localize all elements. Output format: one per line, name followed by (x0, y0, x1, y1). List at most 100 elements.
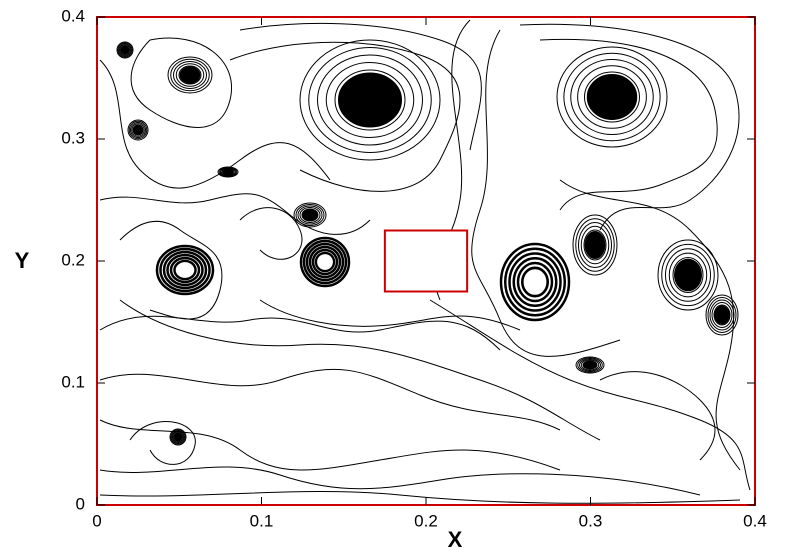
vortex-eye (316, 253, 334, 271)
vortex-ring (308, 245, 342, 279)
vortex-ring (173, 259, 197, 281)
x-tick-label: 0.2 (414, 511, 438, 530)
vortex-ring (499, 242, 571, 322)
streamline (519, 23, 740, 231)
vortex-ring (162, 250, 208, 290)
vortex-ring (317, 54, 423, 146)
y-tick-label: 0.1 (61, 372, 85, 391)
vortex-ring (672, 257, 704, 293)
streamline (539, 38, 718, 211)
vortex-ring (665, 248, 711, 302)
vortex-ring (130, 122, 146, 138)
streamline (99, 466, 701, 496)
y-axis-title: Y (15, 248, 30, 273)
y-tick-label: 0.4 (61, 6, 85, 25)
vortex-core (302, 209, 318, 221)
vortex-ring (118, 43, 132, 57)
vortex-ring (119, 44, 131, 56)
vortex-ring (584, 71, 640, 123)
vortex-core (584, 231, 606, 259)
streamline (239, 22, 482, 151)
vortex-ring (301, 208, 319, 222)
vortex-ring (575, 218, 615, 272)
vortex-ring (311, 248, 339, 276)
vortex-ring (580, 225, 610, 265)
vortex-ring (173, 61, 207, 89)
vortex-ring (155, 244, 215, 296)
streamline (119, 220, 223, 320)
vortex-core (583, 360, 597, 370)
vortex-ring (578, 222, 612, 268)
vortex-ring (299, 39, 441, 161)
vortex-ring (169, 428, 187, 446)
y-tick-label: 0.3 (61, 128, 85, 147)
vortex-ring (713, 304, 731, 326)
vortex-ring (128, 120, 148, 140)
obstacle (383, 229, 469, 293)
y-tick-label: 0 (76, 494, 85, 513)
vortex-ring (512, 257, 558, 307)
x-tick-label: 0.4 (743, 511, 767, 530)
x-axis-title: X (448, 527, 463, 552)
vortex-ring (657, 239, 719, 311)
vortex-core (338, 72, 402, 128)
vortex-core (223, 169, 233, 175)
vortex-ring (516, 261, 554, 303)
vortex-ring (220, 167, 236, 177)
streamline (130, 37, 232, 128)
streamline (99, 193, 371, 235)
streamline (259, 299, 521, 331)
vortex-ring (299, 207, 321, 223)
vortex-ring (308, 47, 432, 153)
x-tick-label: 0.1 (250, 511, 274, 530)
vortex-ring (170, 429, 186, 445)
vortex-core (120, 45, 130, 55)
streamline (99, 490, 741, 504)
vortex-core (179, 66, 201, 84)
vortex-ring (570, 59, 654, 135)
streamline (239, 207, 303, 260)
streamline (599, 371, 716, 461)
vortex-ring (116, 41, 134, 59)
vortex-ring (159, 247, 211, 293)
vortex-core (173, 432, 183, 442)
streamline (99, 419, 561, 471)
vortex-ring (579, 358, 601, 372)
vortex-ring (668, 252, 708, 298)
vortex-ring (166, 253, 204, 287)
vortex-ring (302, 239, 348, 285)
vortex-ring (563, 52, 661, 142)
streamline (559, 179, 741, 471)
vortex-ring (314, 251, 336, 273)
vortex-ring (583, 229, 607, 261)
vortex-core (586, 74, 638, 120)
vortex-ring (572, 214, 618, 276)
streamline (119, 299, 601, 441)
vortex-ring (297, 205, 323, 225)
vortex-ring (127, 119, 149, 141)
vortex-ring (705, 294, 739, 336)
streamline (229, 41, 461, 192)
vortex-ring (175, 63, 205, 87)
vortex-ring (504, 247, 566, 317)
vortex-ring (178, 65, 202, 85)
vortex-eye (522, 268, 548, 296)
vortex-ring (295, 204, 325, 226)
vortex-ring (171, 430, 185, 444)
vortex-ring (334, 69, 406, 131)
vortex-ring (707, 297, 737, 333)
streamline (99, 368, 561, 431)
vortex-ring (299, 236, 351, 288)
vortex-ring (117, 42, 133, 58)
streamline (99, 59, 331, 189)
vortex-core (674, 258, 702, 292)
vortex-ring (556, 46, 668, 148)
streamline (429, 299, 751, 491)
vortex-ring (521, 266, 549, 298)
streamline (471, 29, 621, 357)
vortex-ring (170, 58, 210, 92)
vortex-ring (711, 302, 733, 328)
vortex-ring (218, 167, 238, 177)
vortex-ring (577, 65, 647, 129)
